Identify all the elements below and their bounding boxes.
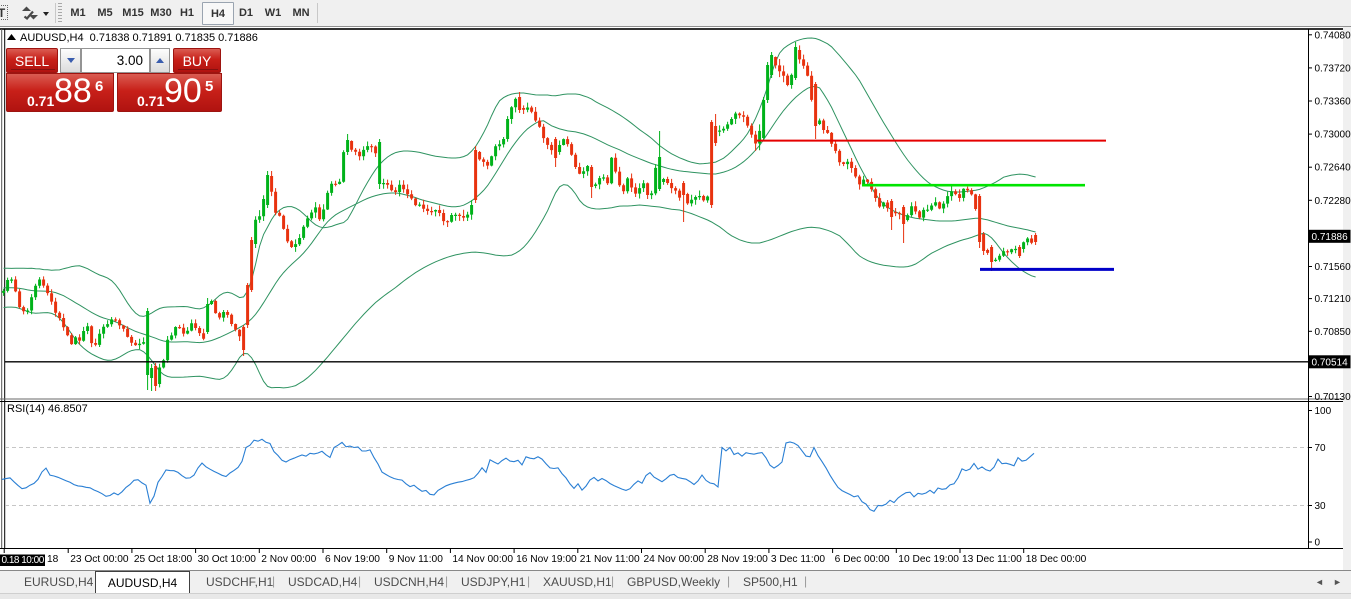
svg-text:23 Oct 00:00: 23 Oct 00:00 bbox=[70, 554, 129, 565]
svg-text:0: 0 bbox=[1315, 538, 1321, 549]
svg-text:0.72640: 0.72640 bbox=[1315, 163, 1351, 174]
svg-text:0.72280: 0.72280 bbox=[1315, 196, 1351, 207]
svg-text:0.70850: 0.70850 bbox=[1315, 327, 1351, 338]
svg-text:10 Dec 19:00: 10 Dec 19:00 bbox=[898, 554, 959, 565]
svg-text:14 Nov 00:00: 14 Nov 00:00 bbox=[452, 554, 513, 565]
svg-text:2 Nov 00:00: 2 Nov 00:00 bbox=[261, 554, 316, 565]
svg-text:0.71560: 0.71560 bbox=[1315, 262, 1351, 273]
svg-text:0.73000: 0.73000 bbox=[1315, 130, 1351, 141]
svg-text:100: 100 bbox=[1315, 406, 1332, 417]
svg-text:18 Dec 00:00: 18 Dec 00:00 bbox=[1026, 554, 1087, 565]
svg-text:0.73360: 0.73360 bbox=[1315, 97, 1351, 108]
svg-text:16 Nov 19:00: 16 Nov 19:00 bbox=[516, 554, 577, 565]
svg-text:18: 18 bbox=[47, 554, 59, 565]
svg-text:6 Nov 19:00: 6 Nov 19:00 bbox=[325, 554, 380, 565]
svg-text:6 Dec 00:00: 6 Dec 00:00 bbox=[835, 554, 890, 565]
svg-text:30 Oct 10:00: 30 Oct 10:00 bbox=[198, 554, 257, 565]
svg-text:0.70514: 0.70514 bbox=[1312, 357, 1349, 368]
svg-text:AUDUSD,H4 0.71838 0.71891 0.7: AUDUSD,H4 0.71838 0.71891 0.71835 0.7188… bbox=[20, 32, 258, 44]
svg-text:0.71886: 0.71886 bbox=[1312, 232, 1349, 243]
svg-text:0.18 10:00: 0.18 10:00 bbox=[2, 555, 45, 566]
svg-text:0.70130: 0.70130 bbox=[1315, 392, 1351, 403]
svg-text:21 Nov 11:00: 21 Nov 11:00 bbox=[580, 554, 640, 565]
svg-text:13 Dec 11:00: 13 Dec 11:00 bbox=[962, 554, 1022, 565]
svg-text:24 Nov 00:00: 24 Nov 00:00 bbox=[644, 554, 705, 565]
svg-text:30: 30 bbox=[1315, 501, 1327, 512]
svg-text:0.71210: 0.71210 bbox=[1315, 294, 1351, 305]
svg-text:9 Nov 11:00: 9 Nov 11:00 bbox=[389, 554, 444, 565]
svg-text:3 Dec 11:00: 3 Dec 11:00 bbox=[771, 554, 826, 565]
svg-text:70: 70 bbox=[1315, 443, 1327, 454]
svg-text:25 Oct 18:00: 25 Oct 18:00 bbox=[134, 554, 193, 565]
svg-text:0.73720: 0.73720 bbox=[1315, 63, 1351, 74]
svg-text:RSI(14) 46.8507: RSI(14) 46.8507 bbox=[7, 403, 88, 415]
svg-text:0.74080: 0.74080 bbox=[1315, 30, 1351, 41]
svg-text:28 Nov 19:00: 28 Nov 19:00 bbox=[707, 554, 768, 565]
